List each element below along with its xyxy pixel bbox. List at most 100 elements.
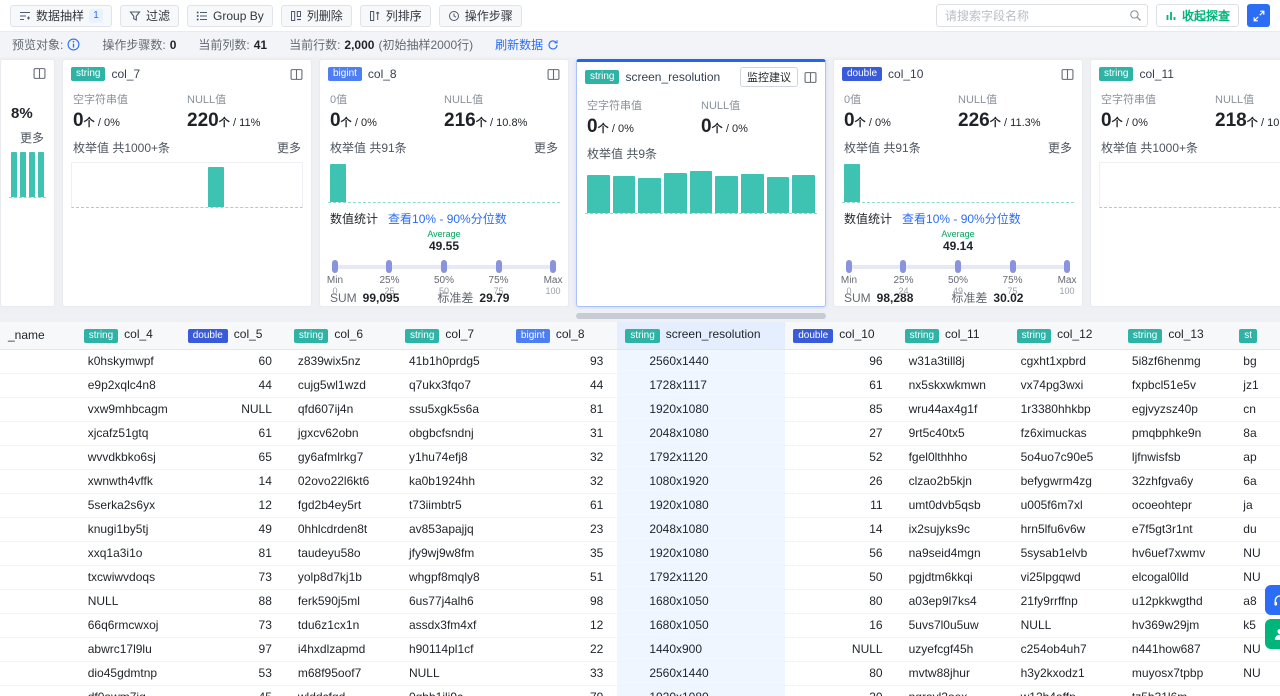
table-cell: [0, 373, 76, 398]
operation-steps-icon: [448, 10, 459, 21]
column-settings-icon[interactable]: [804, 71, 817, 84]
sum-label: SUM: [330, 290, 357, 305]
table-row[interactable]: xxq1a3i1o 81 taudeyu58o jfy9wj9w8fm 35 1920x1…: [0, 541, 1280, 566]
average-label: Average: [427, 229, 461, 239]
table-cell: 5uvs7l0u5uw: [896, 613, 1009, 638]
column-sort-button[interactable]: 列排序: [359, 4, 431, 27]
user-button[interactable]: [1265, 619, 1280, 649]
table-row[interactable]: txcwiwvdoqs 73 yolp8d7kj1b whgpf8mqly8 51 179…: [0, 565, 1280, 590]
table-row[interactable]: 66q6rmcwxoj 73 tdu6z1cx1n assdx3fm4xf 12 1680…: [0, 613, 1280, 638]
type-badge: string: [1016, 329, 1052, 344]
type-badge: string: [904, 329, 940, 344]
operation-steps-button[interactable]: 操作步骤: [438, 4, 522, 27]
search-icon[interactable]: [1129, 9, 1142, 22]
column-header-col_8[interactable]: bigint col_8: [507, 322, 618, 350]
filter-button[interactable]: 过滤: [120, 4, 180, 27]
column-header-col_6[interactable]: string col_6: [285, 322, 397, 350]
column-settings-icon[interactable]: [1061, 68, 1074, 81]
table-cell: hv6uef7xwmv: [1119, 541, 1232, 566]
table-cell: uzyefcgf45h: [896, 637, 1009, 662]
histogram-bar: [689, 171, 713, 213]
more-link[interactable]: 更多: [1047, 141, 1072, 155]
table-row[interactable]: knugi1by5tj 49 0hhlcdrden8t av853apajjq 23 20…: [0, 517, 1280, 542]
table-cell: bg: [1231, 349, 1280, 374]
slider-handle-50[interactable]: [955, 260, 961, 273]
monitor-suggestion-button[interactable]: 监控建议: [740, 67, 798, 87]
table-cell: hv369w29jm: [1119, 613, 1232, 638]
column-header-col_7[interactable]: string col_7: [396, 322, 508, 350]
slider-handle-25[interactable]: [386, 260, 393, 273]
table-cell: w12b4affp: [1008, 685, 1120, 696]
table-cell: 14: [179, 469, 286, 494]
table-cell: wlddcfqd: [285, 685, 397, 696]
table-row[interactable]: dio45gdmtnp 53 m68f95oof7 NULL 33 2560x1440 80…: [0, 661, 1280, 686]
slider-handle-50[interactable]: [441, 260, 447, 273]
slider-handle-75[interactable]: [495, 260, 502, 273]
more-link[interactable]: 更多: [19, 131, 44, 145]
type-badge: bigint: [328, 67, 362, 81]
group-by-button[interactable]: Group By: [187, 4, 273, 27]
std-label: 标准差: [437, 291, 474, 305]
table-cell: [1231, 685, 1280, 696]
row-count: 当前行数: 2,000 (初始抽样2000行): [289, 36, 473, 53]
table-row[interactable]: abwrc17l9lu 97 i4hxdlzapmd h90114pl1cf 22 144…: [0, 637, 1280, 662]
table-cell: [0, 613, 76, 638]
table-cell: tdu6z1cx1n: [285, 613, 397, 638]
table-cell: xwnwth4vffk: [75, 469, 180, 494]
column-settings-icon[interactable]: [547, 68, 560, 81]
column-delete-button[interactable]: 列删除: [280, 4, 352, 27]
table-row[interactable]: xjcafz51gtq 61 jgxcv62obn obgbcfsndnj 31 2048…: [0, 421, 1280, 446]
column-header-col_13[interactable]: string col_13: [1119, 322, 1232, 350]
percentile-link[interactable]: 查看10% - 90%分位数: [388, 212, 507, 226]
info-icon[interactable]: [67, 38, 80, 51]
slider-handle-max[interactable]: [550, 260, 557, 273]
column-header-col_11[interactable]: string col_11: [896, 322, 1009, 350]
fullscreen-button[interactable]: [1247, 4, 1270, 27]
support-button[interactable]: [1265, 585, 1280, 615]
more-link[interactable]: 更多: [533, 141, 558, 155]
collapse-explore-button[interactable]: 收起探查: [1155, 4, 1239, 27]
table-cell: du: [1231, 517, 1280, 542]
percentile-link[interactable]: 查看10% - 90%分位数: [902, 212, 1021, 226]
table-cell: pgjdtm6kkqi: [896, 565, 1009, 590]
stat-percent: / 0%: [1125, 117, 1148, 129]
table-row[interactable]: xwnwth4vffk 14 02ovo22l6kt6 ka0b1924hh 32 108…: [0, 469, 1280, 494]
data-sampling-button[interactable]: 数据抽样 1: [10, 4, 113, 27]
table-cell: 12: [507, 613, 618, 638]
table-row[interactable]: NULL 88 ferk590j5ml 6us77j4alh6 98 1680x1050 8…: [0, 589, 1280, 614]
operation-steps-label: 操作步骤: [464, 9, 513, 23]
column-header-col_5[interactable]: double col_5: [179, 322, 286, 350]
column-settings-icon[interactable]: [33, 67, 46, 80]
table-row[interactable]: k0hskymwpf 60 z839wix5nz 41b1h0prdg5 93 2560x…: [0, 349, 1280, 374]
table-cell: 21fy9rrffnp: [1008, 589, 1120, 614]
stat-unit: 个: [83, 117, 95, 129]
more-link[interactable]: 更多: [276, 141, 301, 155]
slider-handle-min[interactable]: [845, 260, 852, 273]
table-cell: [0, 469, 76, 494]
enum-label: 枚举值 共91条: [330, 141, 407, 155]
table-row[interactable]: 5serka2s6yx 12 fgd2b4ey5rt t73iimbtr5 61 1920…: [0, 493, 1280, 518]
slider-handle-max[interactable]: [1064, 260, 1071, 273]
column-header-col_12[interactable]: string col_12: [1008, 322, 1120, 350]
column-header-_name[interactable]: _name: [0, 322, 76, 350]
refresh-data-link[interactable]: 刷新数据: [495, 36, 559, 53]
column-header-col_10[interactable]: double col_10: [785, 322, 897, 350]
table-cell: whgpf8mqly8: [396, 565, 508, 590]
table-cell: u12pkkwgthd: [1119, 589, 1232, 614]
slider-handle-75[interactable]: [1009, 260, 1016, 273]
table-row[interactable]: wvvdkbko6sj 65 gy6afmlrkg7 y1hu74efj8 32 1792…: [0, 445, 1280, 470]
horizontal-scrollbar-thumb[interactable]: [576, 313, 826, 319]
table-cell: befygwrm4zg: [1008, 469, 1120, 494]
table-row[interactable]: df0awm7jq45wlddcfqd0qbb1jli9c791920x1080…: [0, 685, 1280, 696]
search-input[interactable]: [935, 4, 1148, 27]
table-cell: 8a: [1231, 421, 1280, 446]
slider-handle-25[interactable]: [900, 260, 907, 273]
column-settings-icon[interactable]: [290, 68, 303, 81]
column-header-partial[interactable]: st: [1231, 322, 1280, 350]
table-row[interactable]: vxw9mhbcagm NULL qfd607ij4n ssu5xgk5s6a 81 19…: [0, 397, 1280, 422]
column-header-screen_resolution[interactable]: string screen_resolution: [617, 322, 786, 350]
table-row[interactable]: e9p2xqlc4n8 44 cujg5wl1wzd q7ukx3fqo7 44 1728…: [0, 373, 1280, 398]
column-header-col_4[interactable]: string col_4: [75, 322, 180, 350]
slider-handle-min[interactable]: [331, 260, 338, 273]
table-header-row: _name string col_4 double col_5 string col_6 st…: [0, 322, 1280, 350]
